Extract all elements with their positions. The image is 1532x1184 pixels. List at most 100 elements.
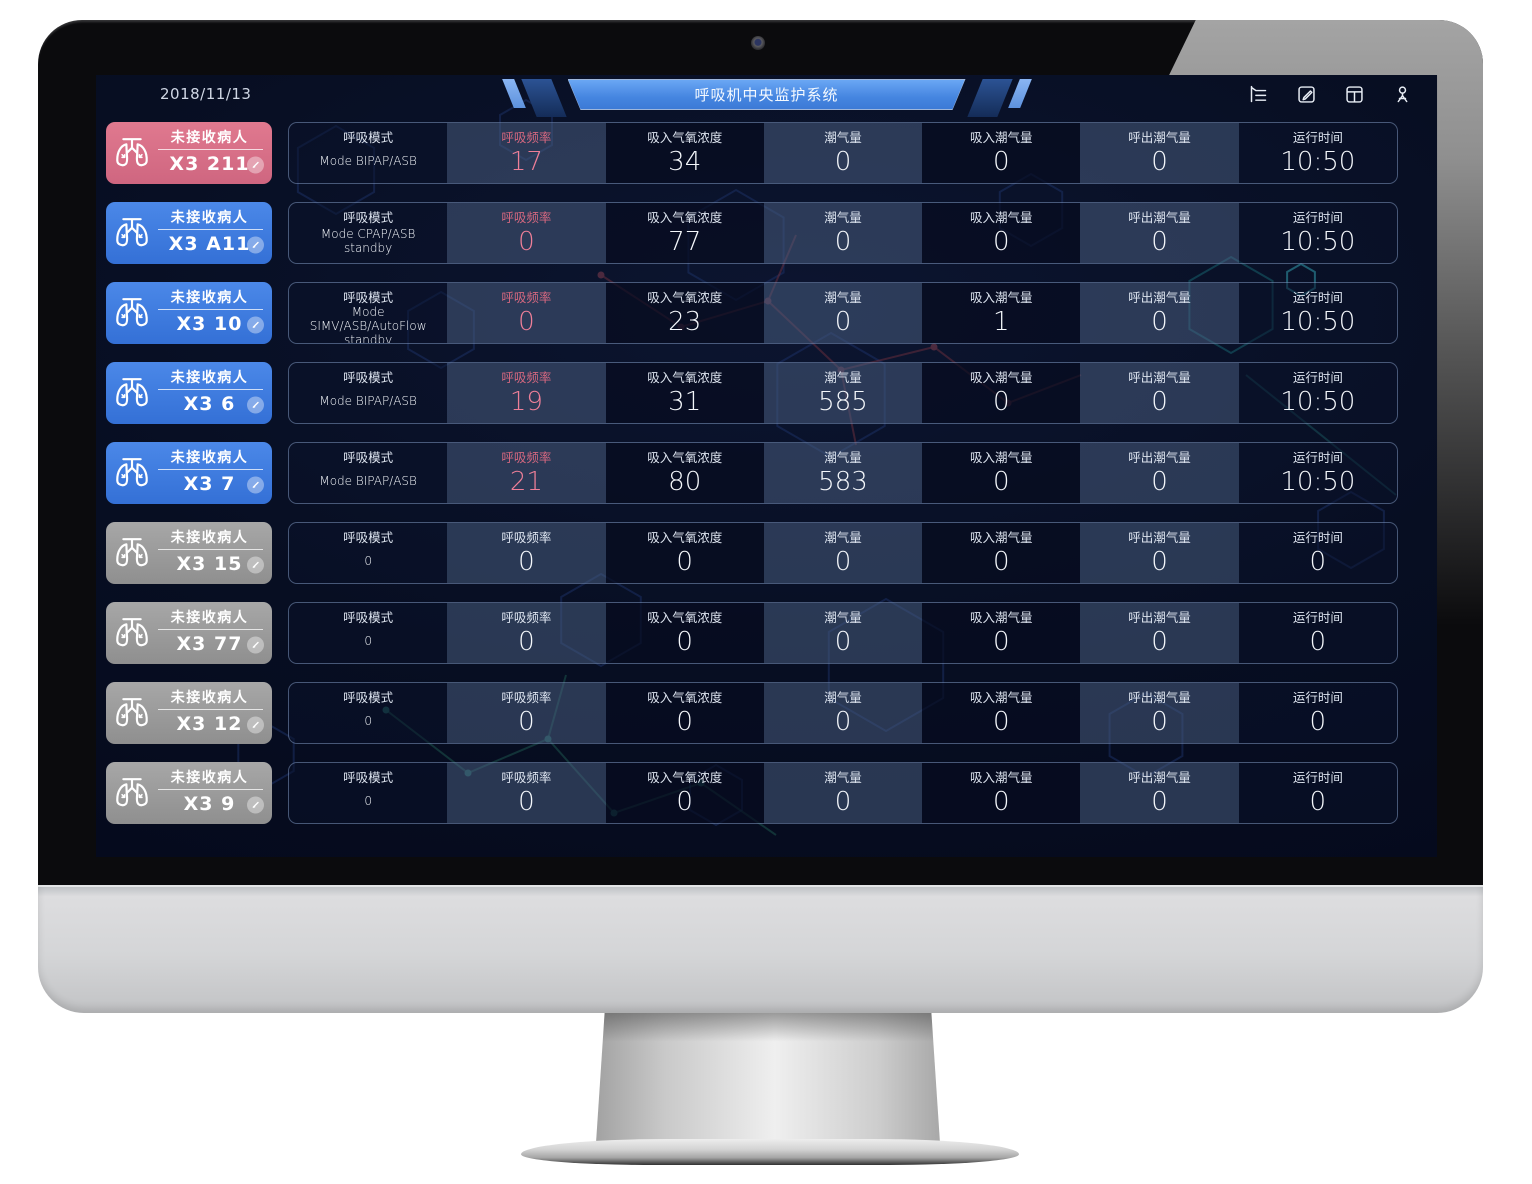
value-fio2: 80 bbox=[668, 467, 702, 497]
patient-card[interactable]: 未接收病人 X3 12 bbox=[106, 682, 272, 744]
value-mode: 0 bbox=[364, 794, 372, 808]
cell-respiratory-rate: 呼吸频率 0 bbox=[447, 283, 606, 343]
value-tidal-out: 0 bbox=[1151, 307, 1168, 337]
col-header-runtime: 运行时间 bbox=[1292, 370, 1343, 385]
edit-badge-icon[interactable] bbox=[247, 476, 264, 493]
patient-card[interactable]: 未接收病人 X3 A11 bbox=[106, 202, 272, 264]
col-header-mode: 呼吸模式 bbox=[343, 370, 394, 385]
card-divider bbox=[158, 789, 263, 790]
patient-id-row: X3 77 bbox=[154, 632, 265, 657]
cell-inhaled-tidal-volume: 吸入潮气量 0 bbox=[922, 523, 1081, 583]
patient-card[interactable]: 未接收病人 X3 15 bbox=[106, 522, 272, 584]
cell-tidal-volume: 潮气量 0 bbox=[763, 283, 923, 343]
lung-icon bbox=[110, 215, 154, 251]
card-divider bbox=[158, 389, 263, 390]
patient-id-row: X3 10 bbox=[154, 312, 265, 337]
ventilator-data-row: 呼吸模式 0 呼吸频率 0 吸入气氧浓度 0 潮气量 0 吸入潮气量 0 呼出潮… bbox=[288, 762, 1398, 824]
edit-badge-icon[interactable] bbox=[247, 556, 264, 573]
col-header-mode: 呼吸模式 bbox=[343, 290, 394, 305]
value-runtime: 10:50 bbox=[1280, 467, 1356, 497]
cell-inhaled-tidal-volume: 吸入潮气量 0 bbox=[922, 683, 1081, 743]
edit-note-icon[interactable] bbox=[1296, 84, 1317, 105]
col-header-fio2: 吸入气氧浓度 bbox=[647, 690, 723, 705]
col-header-runtime: 运行时间 bbox=[1292, 530, 1343, 545]
value-tidal-in: 0 bbox=[992, 227, 1010, 257]
col-header-runtime: 运行时间 bbox=[1292, 610, 1343, 625]
patient-card[interactable]: 未接收病人 X3 7 bbox=[106, 442, 272, 504]
cell-respiratory-rate: 呼吸频率 0 bbox=[447, 763, 606, 823]
monitor-row: 未接收病人 X3 77 呼吸模式 0 呼吸频率 0 bbox=[106, 602, 1398, 664]
edit-badge-icon[interactable] bbox=[247, 236, 264, 253]
col-header-tidal-in: 吸入潮气量 bbox=[970, 210, 1033, 225]
value-tidal-in: 1 bbox=[992, 307, 1010, 337]
card-divider bbox=[158, 229, 263, 230]
patient-id-row: X3 A11 bbox=[154, 232, 265, 257]
col-header-tidal: 潮气量 bbox=[824, 210, 862, 225]
patient-id-row: X3 12 bbox=[154, 712, 265, 737]
value-rate: 0 bbox=[518, 627, 535, 657]
cell-mode: 呼吸模式 0 bbox=[289, 683, 448, 743]
cell-exhaled-tidal-volume: 呼出潮气量 0 bbox=[1080, 603, 1239, 663]
edit-badge-icon[interactable] bbox=[247, 636, 264, 653]
banner-stripe-right-outer bbox=[1007, 79, 1032, 108]
col-header-mode: 呼吸模式 bbox=[343, 690, 394, 705]
monitor-row: 未接收病人 X3 A11 呼吸模式 Mode CPAP/ASB standby bbox=[106, 202, 1398, 264]
banner-stripe-left-inner bbox=[520, 79, 567, 117]
patient-card-text: 未接收病人 X3 6 bbox=[154, 369, 265, 417]
edit-badge-icon[interactable] bbox=[247, 396, 264, 413]
col-header-rate: 呼吸频率 bbox=[501, 610, 552, 625]
patient-id: X3 15 bbox=[176, 553, 243, 575]
value-mode: Mode SIMV/ASB/AutoFlow standby bbox=[309, 305, 427, 344]
cell-mode: 呼吸模式 Mode BIPAP/ASB bbox=[289, 123, 448, 183]
value-tidal: 0 bbox=[834, 547, 852, 577]
lung-icon bbox=[110, 615, 154, 651]
cell-respiratory-rate: 呼吸频率 19 bbox=[447, 363, 606, 423]
cell-tidal-volume: 潮气量 583 bbox=[763, 443, 923, 503]
patient-card[interactable]: 未接收病人 X3 77 bbox=[106, 602, 272, 664]
monitor-row: 未接收病人 X3 15 呼吸模式 0 呼吸频率 0 bbox=[106, 522, 1398, 584]
patient-card[interactable]: 未接收病人 X3 6 bbox=[106, 362, 272, 424]
value-runtime: 10:50 bbox=[1280, 387, 1356, 417]
cell-respiratory-rate: 呼吸频率 21 bbox=[447, 443, 606, 503]
value-runtime: 0 bbox=[1309, 707, 1327, 737]
value-tidal-out: 0 bbox=[1151, 467, 1168, 497]
patient-card[interactable]: 未接收病人 X3 10 bbox=[106, 282, 272, 344]
ventilator-data-row: 呼吸模式 Mode BIPAP/ASB 呼吸频率 17 吸入气氧浓度 34 潮气… bbox=[288, 122, 1398, 184]
edit-badge-icon[interactable] bbox=[247, 156, 264, 173]
user-icon[interactable] bbox=[1392, 84, 1413, 105]
col-header-rate: 呼吸频率 bbox=[501, 210, 552, 225]
value-rate: 19 bbox=[509, 387, 543, 417]
cell-inhaled-tidal-volume: 吸入潮气量 0 bbox=[922, 443, 1081, 503]
value-tidal: 583 bbox=[818, 467, 868, 497]
cell-inhaled-tidal-volume: 吸入潮气量 0 bbox=[922, 203, 1081, 263]
layout-grid-icon[interactable] bbox=[1344, 84, 1365, 105]
col-header-runtime: 运行时间 bbox=[1292, 770, 1343, 785]
col-header-tidal-out: 呼出潮气量 bbox=[1128, 290, 1191, 305]
value-tidal-in: 0 bbox=[992, 467, 1010, 497]
edit-badge-icon[interactable] bbox=[247, 716, 264, 733]
outline-list-icon[interactable] bbox=[1248, 84, 1269, 105]
patient-card[interactable]: 未接收病人 X3 211 bbox=[106, 122, 272, 184]
monitor-stand-base bbox=[521, 1139, 1019, 1165]
edit-badge-icon[interactable] bbox=[247, 316, 264, 333]
value-tidal-out: 0 bbox=[1151, 147, 1168, 177]
cell-respiratory-rate: 呼吸频率 0 bbox=[447, 523, 606, 583]
patient-card-text: 未接收病人 X3 7 bbox=[154, 449, 265, 497]
col-header-runtime: 运行时间 bbox=[1292, 290, 1343, 305]
patient-card[interactable]: 未接收病人 X3 9 bbox=[106, 762, 272, 824]
cell-mode: 呼吸模式 Mode BIPAP/ASB bbox=[289, 443, 448, 503]
value-runtime: 0 bbox=[1309, 787, 1327, 817]
col-header-mode: 呼吸模式 bbox=[343, 130, 394, 145]
app-screen: 2018/11/13 呼吸机中央监护系统 bbox=[96, 75, 1437, 857]
cell-runtime: 运行时间 0 bbox=[1238, 763, 1397, 823]
value-tidal-in: 0 bbox=[992, 387, 1010, 417]
edit-badge-icon[interactable] bbox=[247, 796, 264, 813]
cell-mode: 呼吸模式 0 bbox=[289, 603, 448, 663]
value-mode: 0 bbox=[364, 634, 372, 648]
patient-id: X3 211 bbox=[169, 153, 250, 175]
lung-icon bbox=[110, 295, 154, 331]
cell-runtime: 运行时间 10:50 bbox=[1238, 443, 1397, 503]
patient-status-label: 未接收病人 bbox=[170, 610, 249, 626]
card-divider bbox=[158, 309, 263, 310]
patient-id: X3 12 bbox=[176, 713, 243, 735]
